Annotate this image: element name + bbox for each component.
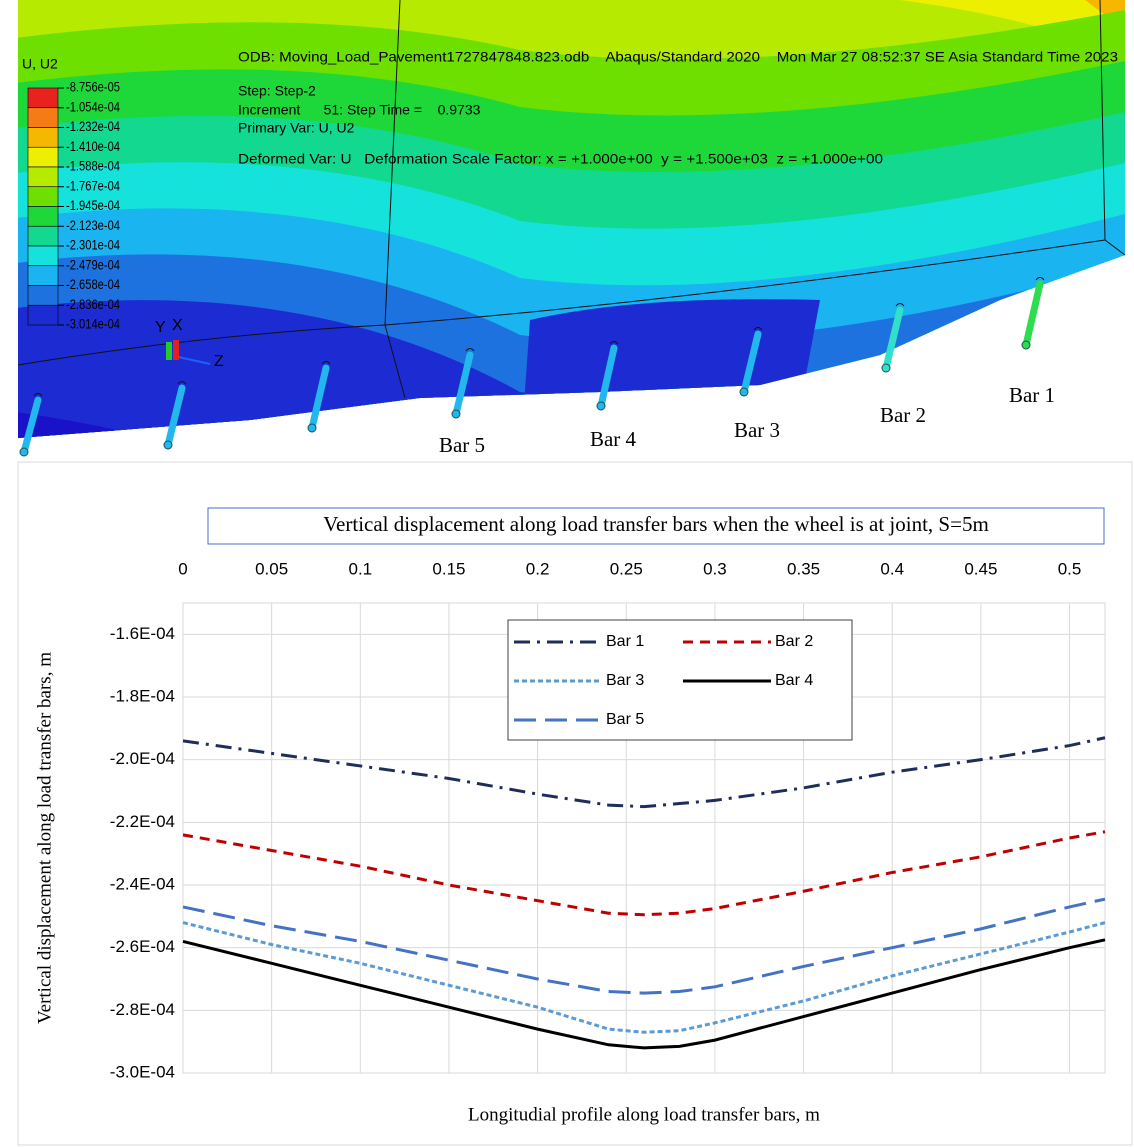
- legend-value: -1.767e-04: [66, 177, 120, 193]
- legend: Bar 1 Bar 2 Bar 3 Bar 4 Bar 5: [508, 620, 852, 740]
- triad-label: X: [172, 317, 183, 334]
- dowel-bar-end: [597, 402, 605, 410]
- legend-value: -1.232e-04: [66, 118, 120, 134]
- x-tick-label: 0.25: [610, 559, 643, 578]
- x-tick-label: 0: [178, 559, 187, 578]
- dowel-bar-end: [882, 364, 890, 372]
- legend-value: -3.014e-04: [66, 316, 120, 332]
- x-axis-label: Longitudial profile along load transfer …: [468, 1104, 820, 1125]
- step-info: Increment 51: Step Time = 0.9733: [238, 102, 481, 118]
- legend-swatch: [28, 88, 58, 108]
- x-tick-label: 0.1: [348, 559, 372, 578]
- y-tick-label: -1.8E-04: [110, 686, 175, 705]
- figure: U, U2 -8.756e-05 -1.054e-04 -1.232e-04 -1.4…: [0, 0, 1134, 1147]
- legend-swatch: [28, 226, 58, 246]
- bar-label: Bar 1: [1009, 383, 1055, 407]
- triad-axis: [166, 342, 172, 360]
- legend-swatch: [28, 266, 58, 286]
- legend-title: U, U2: [22, 56, 58, 72]
- page: U, U2 -8.756e-05 -1.054e-04 -1.232e-04 -1.4…: [0, 0, 1134, 1147]
- legend-label: Bar 4: [775, 672, 813, 689]
- bar-label: Bar 2: [880, 403, 926, 427]
- step-info: Deformed Var: U Deformation Scale Factor…: [238, 151, 883, 167]
- legend-swatch: [28, 305, 58, 325]
- y-tick-label: -1.6E-04: [110, 624, 175, 643]
- dowel-bar-end: [1022, 341, 1030, 349]
- bar-label: Bar 3: [734, 418, 780, 442]
- legend-label: Bar 3: [606, 672, 644, 689]
- dowel-bar: [1026, 284, 1040, 345]
- legend-value: -1.945e-04: [66, 197, 120, 213]
- step-info: Step: Step-2: [238, 83, 316, 99]
- legend-value: -2.301e-04: [66, 237, 120, 253]
- x-tick-label: 0.35: [787, 559, 820, 578]
- x-tick-label: 0.5: [1058, 559, 1082, 578]
- y-tick-label: -2.4E-04: [110, 874, 175, 893]
- triad-label: Y: [155, 319, 166, 336]
- chart-title: Vertical displacement along load transfe…: [323, 512, 989, 536]
- legend-value: -1.588e-04: [66, 158, 120, 174]
- x-tick-label: 0.3: [703, 559, 727, 578]
- dowel-bar-end: [308, 424, 316, 432]
- legend-value: -2.658e-04: [66, 276, 120, 292]
- legend-value: -8.756e-05: [66, 79, 120, 95]
- step-info: Primary Var: U, U2: [238, 120, 355, 136]
- legend-label: Bar 1: [606, 633, 644, 650]
- y-axis-label: Vertical displacement along load transfe…: [34, 652, 55, 1024]
- y-tick-label: -2.6E-04: [110, 937, 175, 956]
- x-tick-label: 0.4: [880, 559, 904, 578]
- legend-swatch: [28, 147, 58, 167]
- legend-swatch: [28, 187, 58, 207]
- dowel-bar-end: [20, 448, 28, 456]
- contour-band: [0, 330, 280, 460]
- legend-label: Bar 2: [775, 633, 813, 650]
- legend-swatch: [28, 246, 58, 266]
- legend-swatch: [28, 286, 58, 306]
- dowel-bar-end: [740, 388, 748, 396]
- legend-swatch: [28, 108, 58, 128]
- triad-label: Z: [214, 353, 224, 370]
- legend-swatch: [28, 167, 58, 187]
- legend-swatch: [28, 207, 58, 227]
- y-tick-label: -3.0E-04: [110, 1062, 175, 1081]
- line-chart: Vertical displacement along load transfe…: [18, 462, 1132, 1145]
- triad-axis: [173, 340, 179, 360]
- x-tick-label: 0.15: [432, 559, 465, 578]
- x-tick-label: 0.45: [964, 559, 997, 578]
- contour: [0, 0, 1134, 460]
- x-tick-label: 0.2: [526, 559, 550, 578]
- dowel-bar-end: [452, 410, 460, 418]
- odb-header: ODB: Moving_Load_Pavement1727847848.823.…: [238, 49, 1118, 65]
- legend-value: -2.479e-04: [66, 256, 120, 272]
- dowel-bar-end: [164, 441, 172, 449]
- legend-value: -2.836e-04: [66, 296, 120, 312]
- legend-value: -2.123e-04: [66, 217, 120, 233]
- legend-value: -1.410e-04: [66, 138, 120, 154]
- bar-label: Bar 5: [439, 433, 485, 457]
- y-tick-label: -2.8E-04: [110, 1000, 175, 1019]
- y-tick-label: -2.0E-04: [110, 749, 175, 768]
- bar-label: Bar 4: [590, 427, 637, 451]
- legend-value: -1.054e-04: [66, 98, 120, 114]
- y-tick-label: -2.2E-04: [110, 812, 175, 831]
- legend-label: Bar 5: [606, 711, 644, 728]
- x-tick-label: 0.05: [255, 559, 288, 578]
- legend-swatch: [28, 128, 58, 148]
- fea-viewport: U, U2 -8.756e-05 -1.054e-04 -1.232e-04 -1.4…: [0, 0, 1134, 460]
